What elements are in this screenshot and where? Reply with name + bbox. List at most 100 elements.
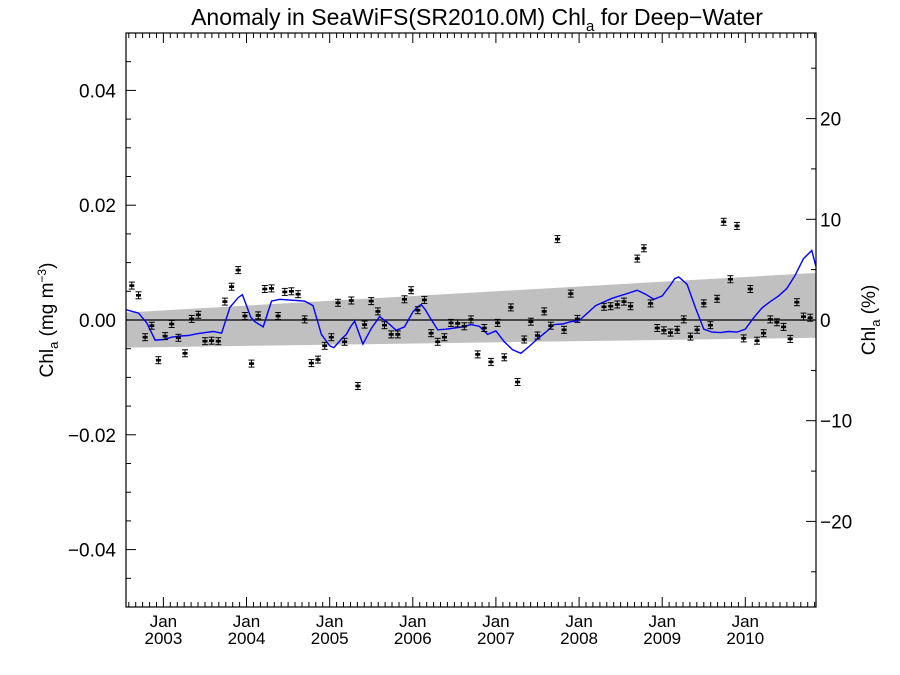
point-marker: [721, 220, 727, 224]
point-marker: [488, 360, 494, 364]
data-point: [488, 357, 494, 366]
point-marker: [521, 338, 527, 341]
data-point: [780, 322, 787, 331]
y-left-tick-label: 0.00: [79, 311, 116, 332]
point-marker: [481, 326, 487, 330]
data-point: [567, 289, 574, 298]
point-marker: [302, 318, 308, 321]
chart-title-group: Anomaly in SeaWiFS(SR2010.0M) Chla for D…: [191, 4, 763, 35]
point-marker: [614, 303, 620, 306]
data-point: [401, 295, 408, 304]
point-marker: [348, 299, 354, 302]
data-point: [168, 320, 175, 328]
point-marker: [182, 352, 188, 355]
data-point: [374, 307, 381, 316]
y-right-tick-label: 20: [820, 110, 841, 131]
data-point: [494, 318, 501, 327]
point-marker: [801, 315, 806, 318]
point-marker: [495, 321, 501, 325]
point-marker: [621, 300, 627, 303]
point-marker: [315, 358, 321, 361]
data-point: [454, 319, 461, 328]
point-marker: [229, 285, 235, 288]
y-left-tick-label: 0.04: [79, 81, 116, 102]
point-marker: [707, 323, 713, 327]
point-marker: [249, 362, 254, 365]
point-marker: [608, 304, 614, 308]
point-marker: [461, 325, 467, 328]
point-marker: [209, 339, 215, 342]
point-marker: [694, 328, 700, 332]
data-point: [507, 303, 514, 312]
y-left-label-end: ): [37, 263, 58, 269]
data-point: [348, 296, 355, 305]
point-marker: [501, 356, 507, 359]
data-point: [255, 311, 262, 320]
data-point: [800, 312, 807, 321]
point-marker: [701, 302, 707, 305]
point-marker: [601, 305, 607, 309]
point-marker: [155, 358, 161, 362]
data-point: [700, 299, 707, 308]
point-marker: [368, 299, 374, 303]
point-marker: [415, 308, 421, 312]
data-point: [541, 307, 548, 316]
x-tick-month-label: Jan: [399, 612, 426, 631]
data-point: [388, 330, 395, 339]
x-tick-year-label: 2004: [228, 629, 266, 648]
point-marker: [807, 316, 813, 319]
point-marker: [421, 298, 427, 302]
data-point: [275, 312, 282, 320]
y-right-tick-label: 10: [820, 210, 841, 231]
data-point: [288, 287, 295, 296]
x-tick-year-label: 2005: [311, 629, 349, 648]
x-tick-month-label: Jan: [565, 612, 592, 631]
point-marker: [754, 339, 760, 342]
point-marker: [189, 317, 195, 321]
data-point: [321, 341, 328, 350]
data-point: [195, 310, 202, 319]
point-marker: [129, 284, 135, 287]
data-point: [381, 321, 388, 330]
y-right-tick-label: −10: [820, 412, 852, 433]
point-marker: [342, 340, 348, 344]
data-point: [521, 335, 528, 344]
smoothed-anomaly-line: [125, 249, 817, 355]
data-point: [747, 285, 754, 293]
chart-title-tail: for Deep−Water: [594, 4, 763, 30]
point-marker: [275, 314, 281, 318]
point-marker: [475, 353, 481, 356]
point-marker: [535, 334, 540, 337]
data-point: [328, 333, 335, 342]
point-marker: [375, 310, 381, 313]
point-marker: [774, 321, 780, 324]
point-marker: [574, 317, 580, 321]
point-marker: [395, 333, 401, 336]
point-marker: [388, 333, 394, 336]
data-point: [634, 254, 641, 263]
y-left-label-subscript: a: [46, 341, 61, 349]
point-marker: [734, 224, 740, 228]
point-marker: [362, 323, 368, 326]
data-point: [720, 217, 727, 226]
data-point: [614, 300, 621, 309]
point-marker: [408, 288, 414, 292]
data-point: [707, 321, 714, 330]
y-axis-right-label: Chla (%): [859, 285, 883, 356]
x-tick-month-label: Jan: [648, 612, 675, 631]
data-point: [561, 325, 568, 334]
point-marker: [335, 301, 341, 305]
y-left-label-superscript: −3: [35, 269, 49, 283]
y-axis-right-ticks: 20 10 0 −10 −20: [806, 67, 852, 573]
point-marker: [441, 335, 447, 339]
data-point: [448, 318, 454, 327]
y-left-label-units: (mg m: [37, 283, 58, 342]
x-tick-year-label: 2006: [394, 629, 432, 648]
data-point: [527, 317, 534, 326]
data-point: [235, 266, 242, 275]
data-point: [268, 284, 275, 293]
point-marker: [668, 331, 673, 334]
data-point: [408, 286, 415, 295]
point-marker: [242, 314, 248, 318]
data-point: [787, 334, 794, 343]
